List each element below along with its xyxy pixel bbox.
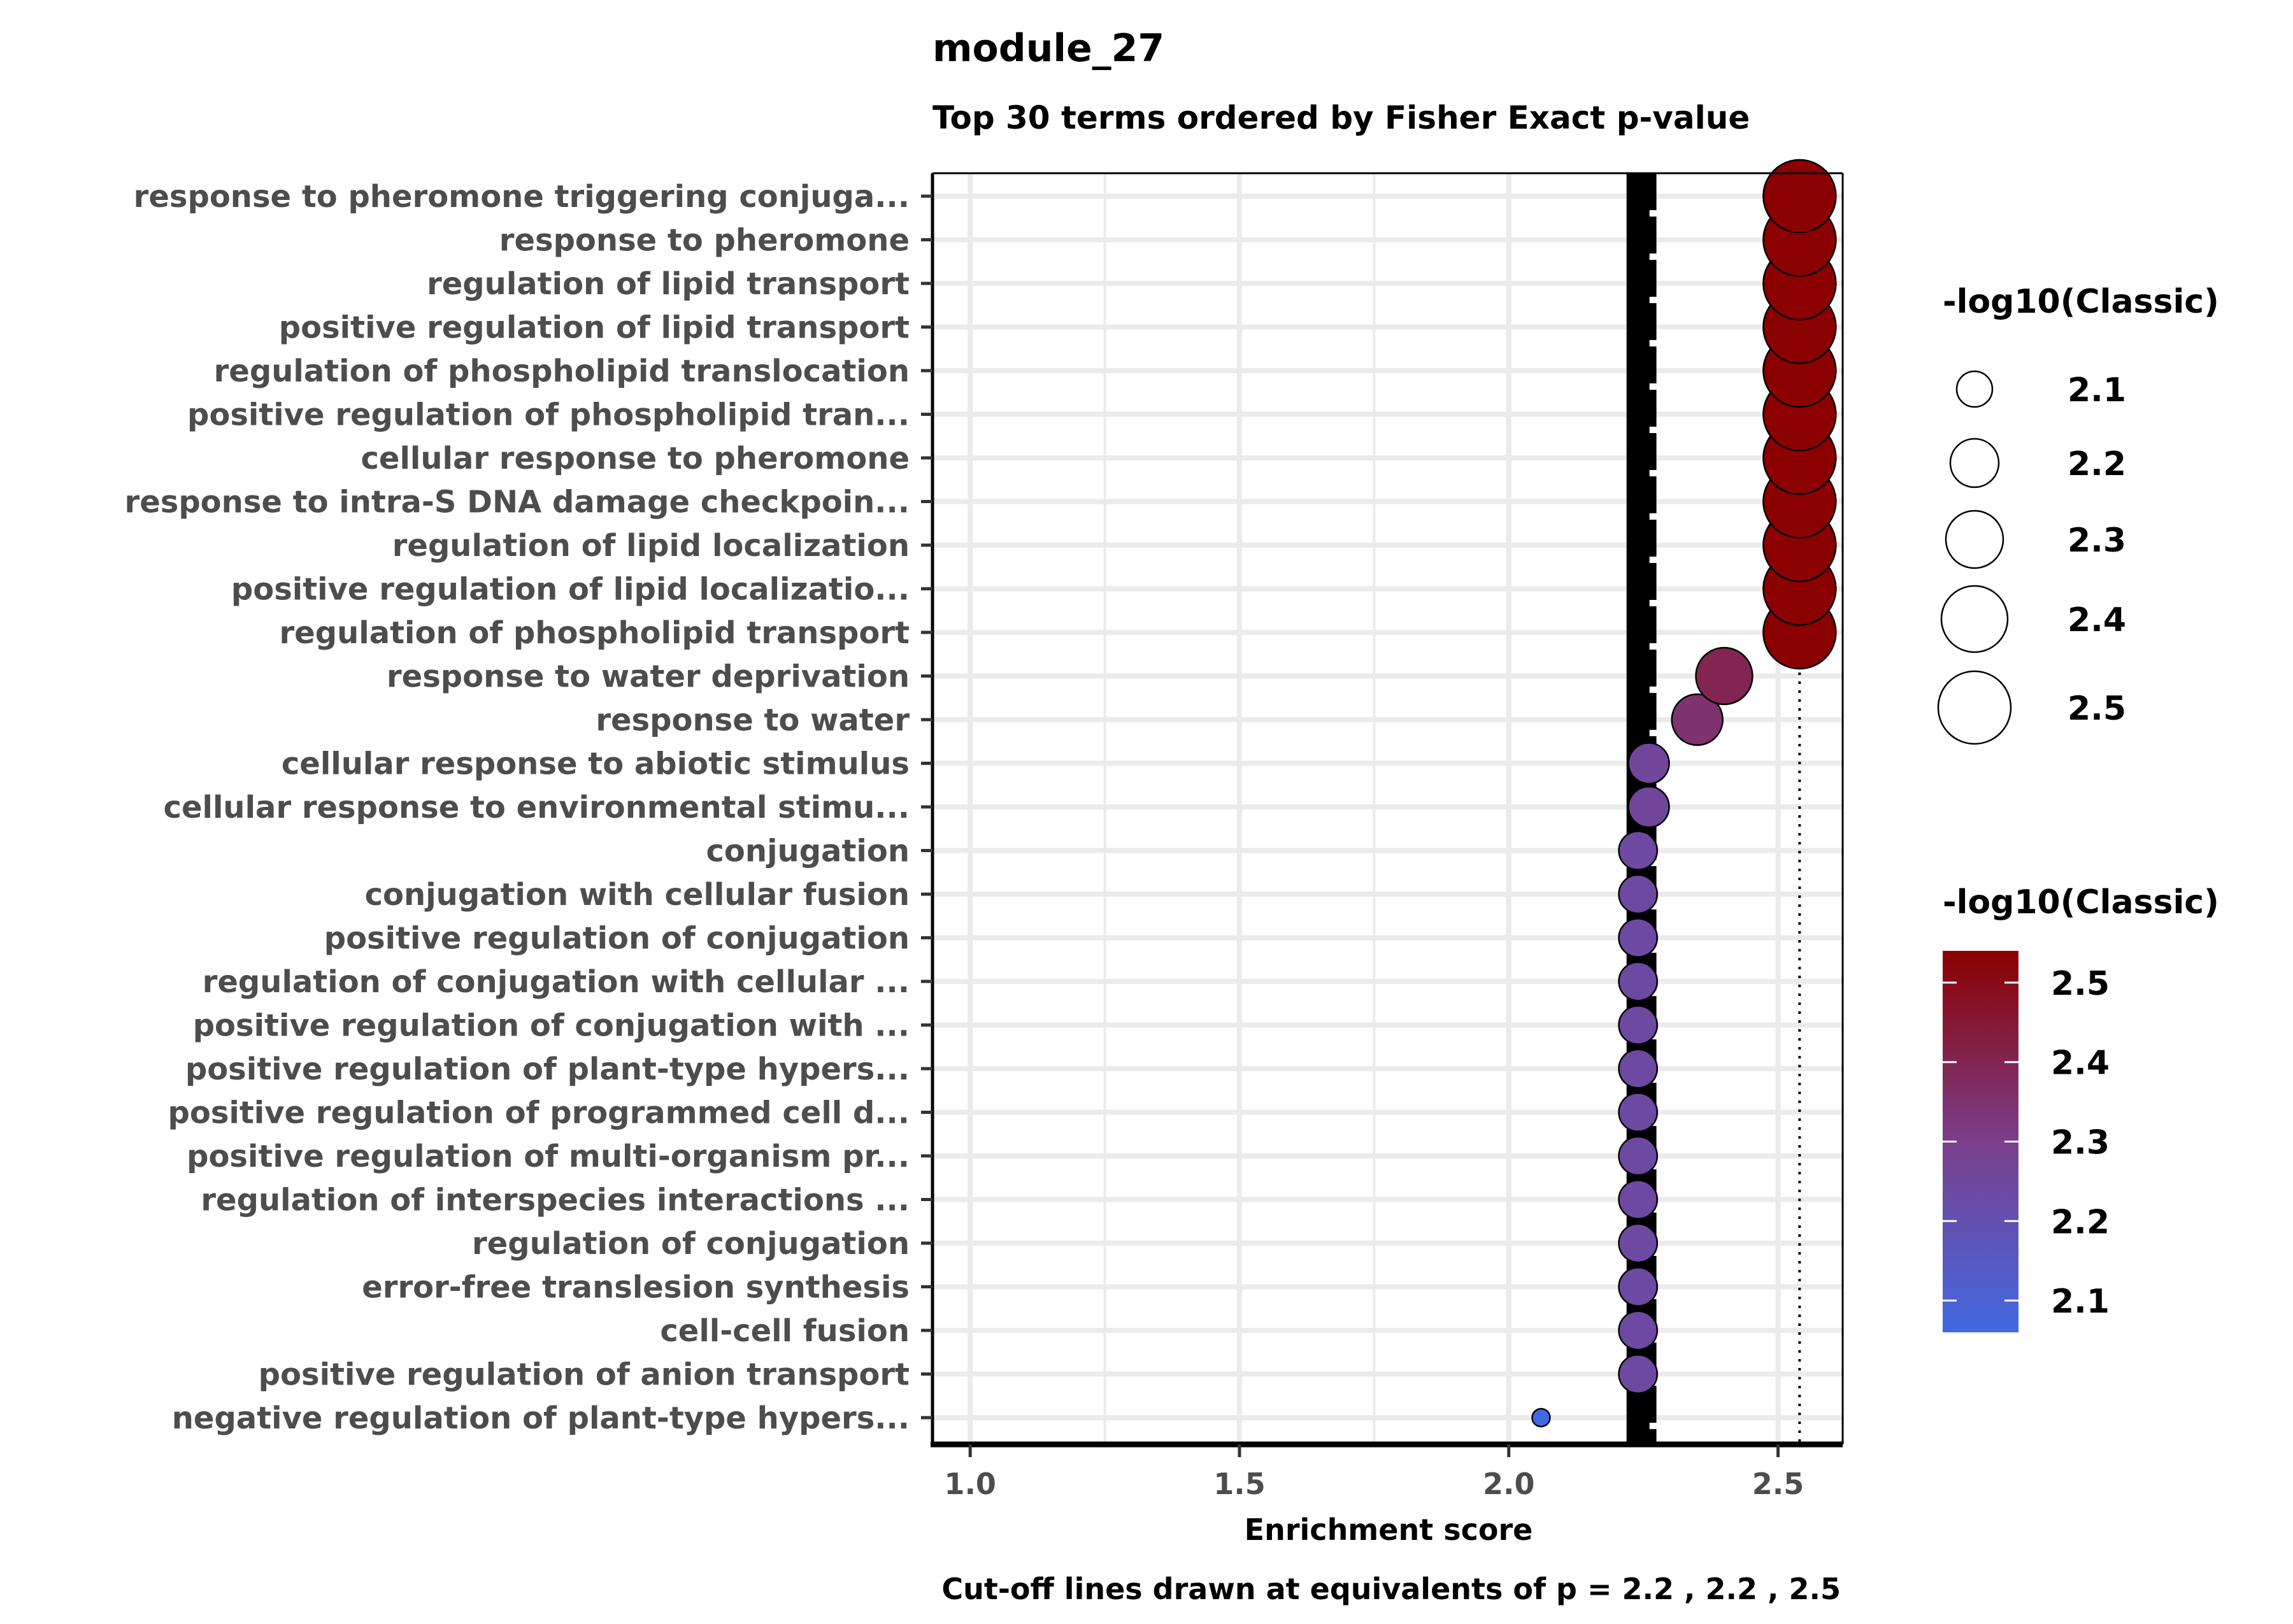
- y-tick-label: response to pheromone: [499, 223, 910, 259]
- data-point: [1618, 1310, 1659, 1351]
- color-legend-label: 2.3: [2051, 1124, 2110, 1162]
- color-legend: -log10(Classic) 2.1 2.2 2.3 2.4 2.5: [1943, 883, 2219, 1332]
- y-tick-label: cellular response to abiotic stimulus: [282, 746, 910, 782]
- y-tick-label: response to water: [596, 702, 910, 738]
- y-tick-label: positive regulation of conjugation with …: [193, 1008, 910, 1044]
- x-axis-title: Enrichment score: [1245, 1513, 1533, 1547]
- data-point: [1618, 1179, 1659, 1220]
- data-point: [1627, 742, 1670, 785]
- cutoff-caption: Cut-off lines drawn at equivalents of p …: [941, 1572, 1841, 1606]
- size-legend-title: -log10(Classic): [1943, 283, 2219, 321]
- size-legend-label: 2.4: [2068, 601, 2126, 639]
- size-legend-key: [1937, 670, 2012, 745]
- size-legend-label: 2.3: [2068, 522, 2126, 560]
- y-tick-label: regulation of interspecies interactions …: [201, 1183, 910, 1218]
- color-legend-label: 2.5: [2051, 965, 2110, 1003]
- y-tick-label: negative regulation of plant-type hypers…: [172, 1400, 910, 1436]
- data-point: [1618, 1048, 1659, 1089]
- y-tick-label: positive regulation of phospholipid tran…: [187, 397, 910, 433]
- data-point: [1618, 1005, 1659, 1045]
- data-point: [1618, 918, 1659, 958]
- y-tick-label: regulation of phospholipid transport: [279, 615, 910, 651]
- plot-panel: [931, 159, 1844, 1448]
- y-tick-label: regulation of lipid localization: [392, 528, 910, 564]
- y-tick-label: regulation of conjugation: [472, 1226, 910, 1262]
- y-tick-label: regulation of phospholipid translocation: [214, 353, 910, 389]
- y-tick-label: response to pheromone triggering conjuga…: [134, 179, 910, 215]
- size-legend-label: 2.5: [2068, 690, 2126, 728]
- data-point: [1695, 646, 1754, 706]
- y-tick-label: error-free translesion synthesis: [362, 1270, 910, 1306]
- x-tick-label: 1.0: [944, 1467, 996, 1501]
- x-tick-label: 2.5: [1752, 1467, 1804, 1501]
- y-tick-label: conjugation: [706, 834, 910, 869]
- y-tick-label: cellular response to pheromone: [361, 441, 910, 476]
- y-tick-label: response to water deprivation: [387, 659, 910, 695]
- y-tick-label: regulation of conjugation with cellular …: [203, 964, 910, 1000]
- x-tick-label: 1.5: [1213, 1467, 1266, 1501]
- color-legend-title: -log10(Classic): [1943, 883, 2219, 922]
- y-tick-label: conjugation with cellular fusion: [365, 877, 910, 913]
- size-legend-key: [1949, 438, 2000, 488]
- y-tick-label: positive regulation of multi-organism pr…: [187, 1139, 910, 1174]
- data-point: [1618, 874, 1659, 915]
- data-point: [1618, 1136, 1659, 1176]
- y-tick-label: positive regulation of anion transport: [259, 1357, 910, 1393]
- color-legend-label: 2.2: [2051, 1203, 2110, 1241]
- data-point: [1618, 961, 1659, 1002]
- data-point: [1762, 159, 1837, 234]
- color-legend-label: 2.1: [2051, 1283, 2110, 1321]
- data-point: [1671, 693, 1724, 746]
- size-legend-label: 2.2: [2068, 445, 2126, 483]
- size-legend-key: [1955, 370, 1994, 408]
- y-tick-label: positive regulation of lipid transport: [279, 310, 910, 346]
- size-legend-label: 2.1: [2068, 371, 2126, 410]
- data-point: [1618, 830, 1659, 871]
- y-axis-term-labels: response to pheromone triggering conjuga…: [125, 179, 932, 1436]
- size-legend-key: [1940, 585, 2009, 653]
- chart-subtitle: Top 30 terms ordered by Fisher Exact p-v…: [932, 99, 1750, 136]
- y-tick-label: positive regulation of conjugation: [324, 921, 910, 957]
- y-tick-label: cellular response to environmental stimu…: [164, 790, 910, 825]
- chart-title: module_27: [932, 26, 1164, 71]
- color-legend-label: 2.4: [2051, 1044, 2110, 1083]
- x-tick-label: 2.0: [1483, 1467, 1535, 1501]
- size-legend-key: [1945, 509, 2004, 569]
- data-point: [1627, 785, 1670, 829]
- size-legend: -log10(Classic) 2.1 2.2 2.3 2.4 2.5: [1937, 283, 2219, 745]
- y-tick-label: positive regulation of lipid localizatio…: [231, 572, 910, 608]
- y-tick-label: regulation of lipid transport: [427, 266, 910, 302]
- data-point: [1618, 1223, 1659, 1264]
- data-point: [1618, 1354, 1659, 1394]
- y-tick-label: cell-cell fusion: [660, 1313, 910, 1349]
- data-point: [1618, 1267, 1659, 1307]
- data-point: [1618, 1092, 1659, 1132]
- x-axis: 1.0 1.5 2.0 2.5: [944, 1444, 1804, 1501]
- data-point: [1531, 1407, 1551, 1428]
- y-tick-label: positive regulation of programmed cell d…: [168, 1095, 910, 1131]
- y-tick-label: positive regulation of plant-type hypers…: [185, 1051, 910, 1087]
- y-tick-label: response to intra-S DNA damage checkpoin…: [125, 485, 910, 520]
